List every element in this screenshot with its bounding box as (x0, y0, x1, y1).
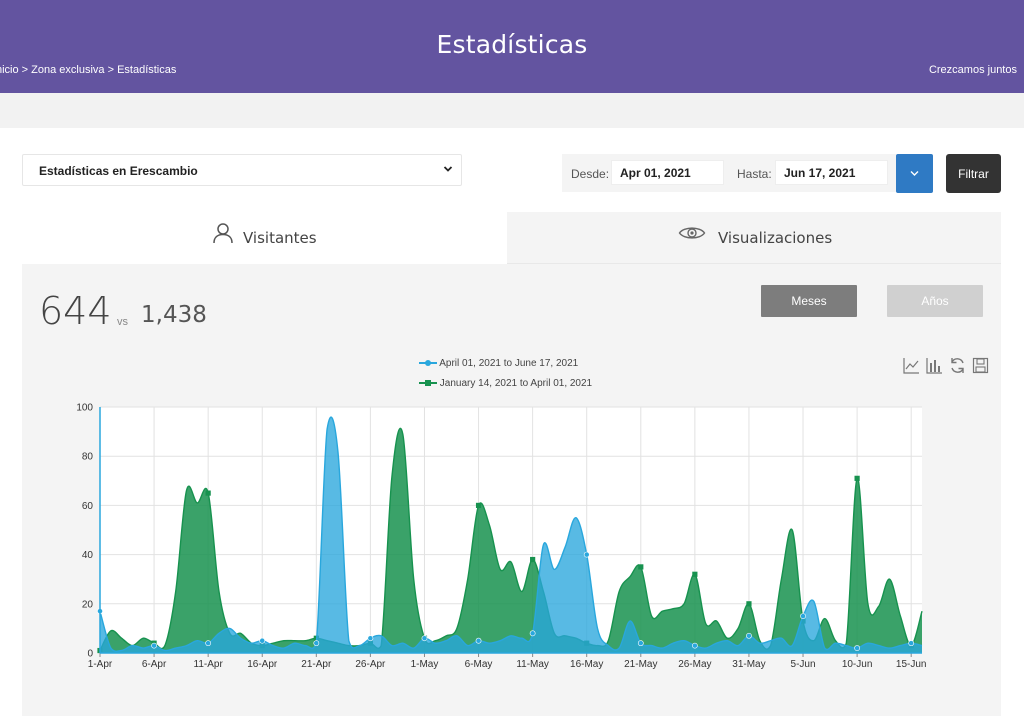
years-button[interactable]: Años (887, 285, 983, 317)
page-header: Estadísticas nicio > Zona exclusiva > Es… (0, 0, 1024, 93)
legend-label-previous: January 14, 2021 to April 01, 2021 (439, 378, 593, 389)
to-label: Hasta: (737, 167, 772, 181)
to-date-input[interactable]: Jun 17, 2021 (775, 160, 888, 185)
filter-button[interactable]: Filtrar (946, 154, 1001, 193)
legend-item-current[interactable]: April 01, 2021 to June 17, 2021 (419, 358, 578, 369)
legend-label-current: April 01, 2021 to June 17, 2021 (439, 358, 579, 369)
legend-marker-previous (419, 380, 437, 387)
legend-item-previous[interactable]: January 14, 2021 to April 01, 2021 (419, 378, 592, 389)
months-button[interactable]: Meses (761, 285, 857, 317)
legend-marker-current (419, 360, 437, 367)
line-chart-icon[interactable] (903, 357, 920, 374)
stats-source-select[interactable]: Estadísticas en Erescambio (22, 154, 462, 186)
from-date-input[interactable]: Apr 01, 2021 (611, 160, 724, 185)
from-label: Desde: (571, 167, 610, 181)
date-picker-button[interactable] (896, 154, 933, 193)
save-icon[interactable] (972, 357, 989, 374)
user-icon (213, 223, 233, 244)
tab-views[interactable]: Visualizaciones (507, 212, 1001, 264)
page-title: Estadísticas (436, 30, 588, 59)
chevron-down-icon (443, 166, 453, 172)
stats-source-select-value: Estadísticas en Erescambio (39, 164, 198, 178)
tab-views-label: Visualizaciones (718, 229, 833, 247)
eye-icon (678, 227, 706, 239)
header-spacer (0, 93, 1024, 128)
date-range-group: Desde: Apr 01, 2021 Hasta: Jun 17, 2021 (562, 154, 896, 192)
tab-visitors[interactable]: Visitantes (22, 212, 507, 264)
tagline: Crezcamos juntos (928, 64, 1017, 76)
tab-visitors-label: Visitantes (243, 229, 317, 247)
vs-label: vs (117, 316, 128, 328)
breadcrumb[interactable]: nicio > Zona exclusiva > Estadísticas (0, 64, 177, 76)
current-visitors-count: 644 (39, 289, 112, 333)
chevron-down-icon (910, 171, 919, 176)
refresh-icon[interactable] (949, 357, 966, 374)
bar-chart-icon[interactable] (926, 357, 943, 374)
stats-panel: 644 vs 1,438 Meses Años (22, 264, 1001, 716)
previous-visitors-count: 1,438 (141, 302, 207, 328)
